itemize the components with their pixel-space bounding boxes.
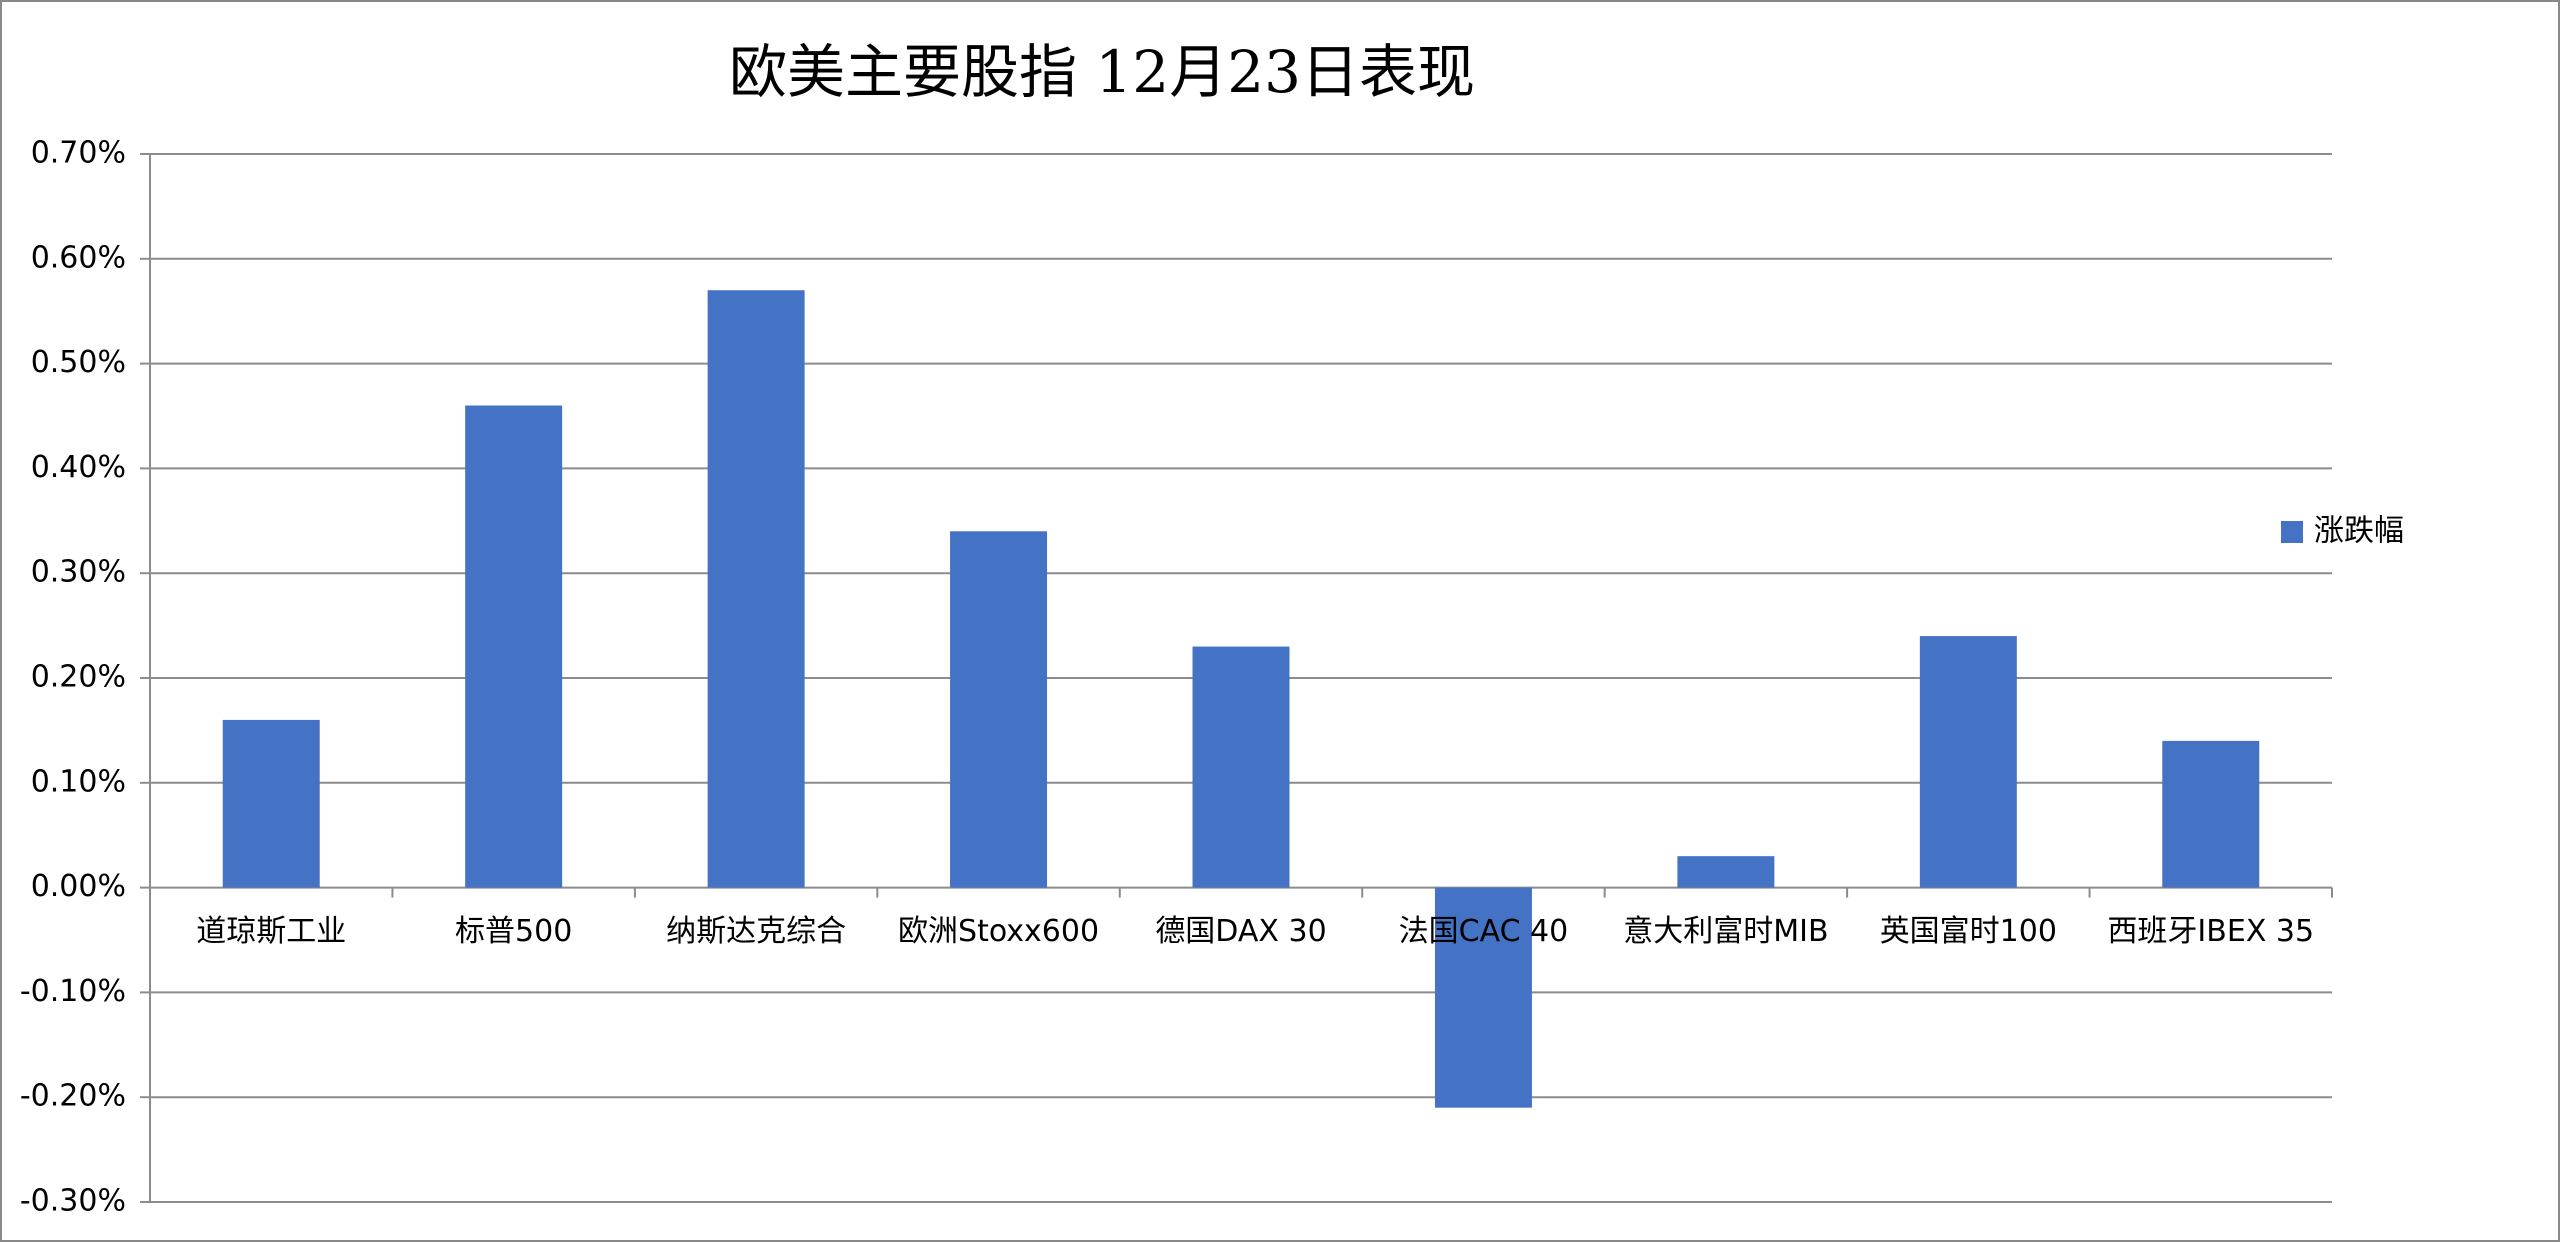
bar	[465, 405, 563, 888]
y-tick-label: 0.70%	[31, 136, 126, 171]
y-tick-label: 0.40%	[31, 450, 126, 485]
bar	[222, 719, 320, 888]
x-tick-label: 英国富时100	[1880, 914, 2057, 949]
chart-title: 欧美主要股指 12月23日表现	[729, 38, 1475, 106]
y-tick-label: 0.20%	[31, 660, 126, 695]
y-tick-label: 0.30%	[31, 555, 126, 590]
x-tick-label: 欧洲Stoxx600	[898, 914, 1099, 949]
y-tick-label: 0.50%	[31, 345, 126, 380]
y-tick-label: 0.60%	[31, 240, 126, 275]
x-tick-label: 道琼斯工业	[196, 914, 346, 949]
y-tick-label: 0.10%	[31, 764, 126, 799]
x-tick-label: 西班牙IBEX 35	[2107, 914, 2314, 949]
y-tick-label: -0.30%	[20, 1184, 126, 1219]
bar	[707, 290, 805, 888]
bar	[1677, 856, 1775, 888]
legend-label: 涨跌幅	[2314, 514, 2404, 549]
y-tick-label: -0.20%	[20, 1079, 126, 1114]
x-tick-label: 法国CAC 40	[1399, 914, 1569, 949]
x-tick-label: 德国DAX 30	[1155, 914, 1326, 949]
bar	[1434, 887, 1532, 1108]
x-tick-label: 标普500	[455, 914, 572, 949]
x-tick-label: 纳斯达克综合	[666, 914, 846, 949]
legend-swatch	[2281, 521, 2303, 543]
bar	[1192, 646, 1290, 888]
bar	[2162, 740, 2260, 888]
x-tick-label: 意大利富时MIB	[1623, 914, 1828, 949]
y-tick-label: 0.00%	[31, 869, 126, 904]
bar	[950, 531, 1048, 888]
y-tick-label: -0.10%	[20, 974, 126, 1009]
bar	[1919, 636, 2017, 888]
